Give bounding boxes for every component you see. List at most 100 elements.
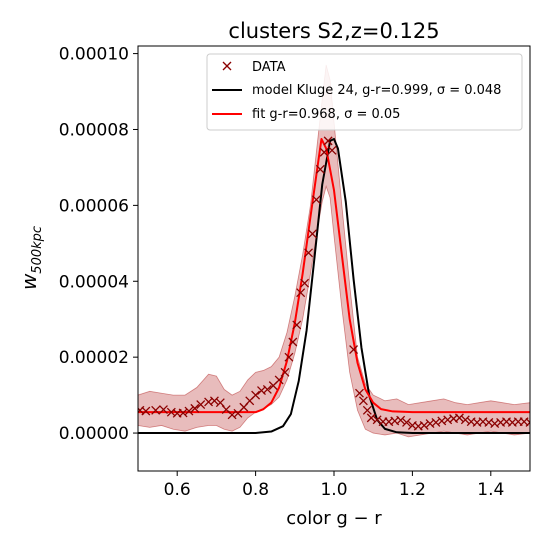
data-marker-stroke <box>454 413 464 423</box>
x-tick-label: 1.2 <box>399 480 426 500</box>
data-marker-stroke <box>384 417 394 427</box>
data-marker-stroke <box>292 320 302 330</box>
legend-label-model: model Kluge 24, g-r=0.999, σ = 0.048 <box>252 83 501 98</box>
data-marker-stroke <box>319 147 329 157</box>
data-marker <box>190 403 200 413</box>
data-marker <box>327 145 337 155</box>
data-marker-stroke <box>300 278 310 288</box>
data-marker <box>307 229 317 239</box>
data-marker <box>178 408 188 418</box>
data-marker <box>284 352 294 362</box>
data-marker <box>311 195 321 205</box>
y-tick-label: 0.00002 <box>59 348 129 368</box>
legend-marker-data <box>222 61 232 71</box>
data-marker <box>372 415 382 425</box>
data-marker <box>460 415 470 425</box>
data-marker-stroke <box>172 408 182 418</box>
model-curve <box>138 137 530 435</box>
data-marker <box>304 248 313 258</box>
data-marker <box>358 396 368 406</box>
data-marker-stroke <box>190 403 200 413</box>
data-marker <box>366 413 376 423</box>
y-tick-label: 0.00004 <box>59 272 129 292</box>
x-tick-label: 1.4 <box>477 480 504 500</box>
data-marker-stroke <box>184 406 194 416</box>
x-tick-label: 0.6 <box>164 480 191 500</box>
data-marker-stroke <box>362 405 372 415</box>
data-marker-stroke <box>227 410 237 420</box>
data-marker <box>323 136 333 146</box>
data-marker-stroke <box>209 396 219 406</box>
y-axis-title-sub: 500kpc <box>30 226 45 274</box>
data-marker <box>454 413 464 423</box>
data-marker <box>362 405 372 415</box>
data-marker <box>349 345 359 355</box>
data-marker <box>315 164 325 174</box>
data-marker <box>431 417 441 427</box>
data-marker <box>300 278 310 288</box>
data-marker <box>419 421 429 430</box>
data-marker-stroke <box>437 416 447 426</box>
data-marker-stroke <box>327 145 337 155</box>
data-marker-stroke <box>366 413 376 423</box>
data-marker <box>196 400 206 410</box>
legend-label-fit: fit g-r=0.968, σ = 0.05 <box>252 107 400 122</box>
data-marker <box>402 417 411 427</box>
data-marker <box>184 406 194 416</box>
data-marker <box>274 375 284 385</box>
x-tick-label: 0.8 <box>242 480 269 500</box>
data-marker-stroke <box>449 414 459 424</box>
marker-layer <box>138 136 530 431</box>
data-marker-stroke <box>251 390 261 400</box>
data-marker <box>209 396 219 406</box>
data-marker <box>292 320 302 330</box>
data-marker <box>280 367 290 377</box>
data-marker <box>251 390 261 400</box>
data-marker-stroke <box>296 288 306 298</box>
data-marker <box>296 288 306 298</box>
legend-box <box>206 53 523 131</box>
data-marker-stroke <box>311 195 321 205</box>
x-axis-title: color g − r <box>286 508 382 529</box>
data-marker-stroke <box>262 384 272 394</box>
y-ticks: 0.00000 0.00002 0.00004 0.00006 0.00008 0.000… <box>59 45 138 444</box>
data-marker-stroke <box>460 415 470 425</box>
legend: DATA model Kluge 24, g-r=0.999, σ = 0.04… <box>206 53 523 131</box>
data-marker-stroke <box>425 419 435 429</box>
data-marker-stroke <box>221 405 231 414</box>
data-marker <box>396 415 406 425</box>
data-marker-stroke <box>525 417 530 424</box>
data-marker <box>525 417 530 427</box>
y-axis-title-main: w <box>17 273 41 290</box>
data-marker-stroke <box>507 417 517 427</box>
data-marker <box>355 388 364 398</box>
data-marker <box>151 405 161 415</box>
data-marker-stroke <box>496 417 506 427</box>
line-layer <box>138 137 530 435</box>
y-axis-title: w500kpc <box>17 226 45 290</box>
data-marker-stroke <box>413 421 423 431</box>
data-marker-stroke <box>358 396 368 406</box>
data-marker-stroke <box>443 415 453 425</box>
data-marker-stroke <box>390 416 400 426</box>
y-tick-label: 0.00000 <box>59 424 129 444</box>
data-marker <box>215 398 225 408</box>
data-marker <box>288 337 298 347</box>
data-marker <box>227 410 237 420</box>
fit-curve <box>138 137 530 414</box>
data-marker-stroke <box>215 398 225 408</box>
data-marker-stroke <box>159 405 168 414</box>
data-marker-stroke <box>274 375 284 385</box>
data-marker-stroke <box>431 417 441 427</box>
chart-title: clusters S2,z=0.125 <box>228 19 439 43</box>
data-marker <box>141 406 151 416</box>
data-marker-stroke <box>349 345 359 355</box>
y-tick-label: 0.00010 <box>59 45 129 65</box>
y-tick-label: 0.00008 <box>59 120 129 140</box>
legend-label-data: DATA <box>252 60 286 75</box>
data-marker <box>159 405 168 414</box>
data-marker-stroke <box>151 405 161 415</box>
data-marker-stroke <box>141 406 151 416</box>
data-marker-stroke <box>280 367 290 377</box>
